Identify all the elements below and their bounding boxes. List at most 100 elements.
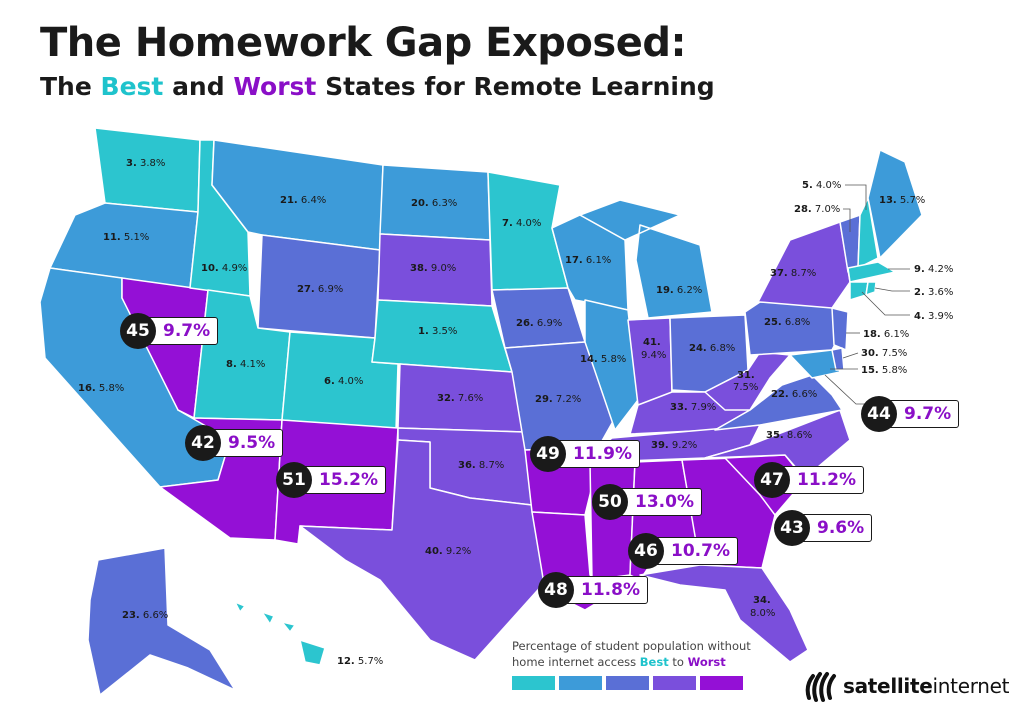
subtitle-mid: and [163,72,234,101]
pct-nc: 8.6% [787,430,812,441]
legend-swatch-1 [512,676,555,690]
badge-az: 42 9.5% [185,425,285,461]
badge-dc: 44 9.7% [861,396,961,432]
rank-nj: 18. [863,329,881,340]
state-ny[interactable] [757,221,851,309]
badge-ar: 49 11.9% [530,436,640,472]
pct-ia: 6.9% [537,318,562,329]
label-ut: 8. 4.1% [226,359,265,370]
state-tx[interactable] [299,439,546,661]
badge-ms: 50 13.0% [592,484,702,520]
badge-rank-sc: 47 [754,462,790,498]
state-mi[interactable] [579,199,713,319]
label-mt: 21. 6.4% [280,195,326,206]
badge-pct-la: 11.8% [560,576,648,604]
state-ri[interactable] [865,281,877,296]
label-de: 30. 7.5% [861,348,907,359]
state-nh[interactable] [857,197,879,269]
rank-ny: 37. [770,268,788,279]
pct-nd: 6.3% [432,198,457,209]
badge-rank-ms: 50 [592,484,628,520]
badge-pct-al: 10.7% [650,537,738,565]
state-ma[interactable] [847,261,896,283]
pct-md: 5.8% [882,365,907,376]
pct-me: 5.7% [900,195,925,206]
pct-sd: 9.0% [431,263,456,274]
rank-va: 22. [771,389,789,400]
pct-tn: 9.2% [672,440,697,451]
pct-ri: 3.6% [928,287,953,298]
rank-nc: 35. [766,430,784,441]
label-ct: 4. 3.9% [914,311,953,322]
pct-ak: 6.6% [143,610,168,621]
label-sd: 38. 9.0% [410,263,456,274]
rank-mo: 29. [535,394,553,405]
pct-pa: 6.8% [785,317,810,328]
legend-best: Best [639,655,669,669]
state-md[interactable] [789,349,841,379]
subtitle-pre: The [40,72,101,101]
label-va: 22. 6.6% [771,389,817,400]
pct-nh: 4.0% [816,180,841,191]
rank-pa: 25. [764,317,782,328]
pct-nj: 6.1% [884,329,909,340]
label-wi: 17. 6.1% [565,255,611,266]
label-nd: 20. 6.3% [411,198,457,209]
label-id: 10. 4.9% [201,263,247,274]
state-il[interactable] [584,299,639,431]
state-ct[interactable] [849,281,869,301]
badge-rank-al: 46 [628,533,664,569]
pct-wi: 6.1% [586,255,611,266]
badge-rank-az: 42 [185,425,221,461]
rank-co: 6. [324,376,335,387]
pct-or: 5.1% [124,232,149,243]
pct-mi: 6.2% [677,285,702,296]
badge-rank-nv: 45 [120,313,156,349]
label-pa: 25. 6.8% [764,317,810,328]
rank-me: 13. [879,195,897,206]
state-nc[interactable] [704,409,851,479]
label-or: 11. 5.1% [103,232,149,243]
label-ok: 36. 8.7% [458,460,504,471]
rank-ia: 26. [516,318,534,329]
label-nc: 35. 8.6% [766,430,812,441]
rank-wa: 3. [126,158,137,169]
badge-nv: 45 9.7% [120,313,220,349]
label-ny: 37. 8.7% [770,268,816,279]
rank-il: 14. [580,354,598,365]
state-me[interactable] [867,149,923,259]
label-il: 14. 5.8% [580,354,626,365]
state-ak[interactable] [87,547,236,696]
state-hi[interactable] [234,601,326,666]
rank-ri: 2. [914,287,925,298]
pct-ct: 3.9% [928,311,953,322]
rank-ak: 23. [122,610,140,621]
pct-in: 9.4% [641,350,666,361]
state-va[interactable] [714,374,843,431]
legend-swatch-3 [606,676,649,690]
pct-ok: 8.7% [479,460,504,471]
leader-vt [843,208,851,232]
rank-tn: 39. [651,440,669,451]
rank-nh: 5. [802,180,813,191]
state-de[interactable] [831,347,845,371]
pct-mn: 4.0% [516,218,541,229]
badge-rank-dc: 44 [861,396,897,432]
rank-id: 10. [201,263,219,274]
rank-ct: 4. [914,311,925,322]
pct-hi: 5.7% [358,656,383,667]
badge-rank-la: 48 [538,572,574,608]
label-ky: 33. 7.9% [670,402,716,413]
state-wv[interactable] [704,351,791,411]
pct-mt: 6.4% [301,195,326,206]
label-nh: 5. 4.0% [802,180,841,191]
rank-ma: 9. [914,264,925,275]
rank-wv: 31. [737,370,755,381]
state-fl[interactable] [639,564,809,663]
state-nj[interactable] [831,307,849,351]
rank-sd: 38. [410,263,428,274]
badge-al: 46 10.7% [628,533,738,569]
pct-co: 4.0% [338,376,363,387]
state-wa[interactable] [94,127,201,213]
leader-ct [861,291,910,316]
